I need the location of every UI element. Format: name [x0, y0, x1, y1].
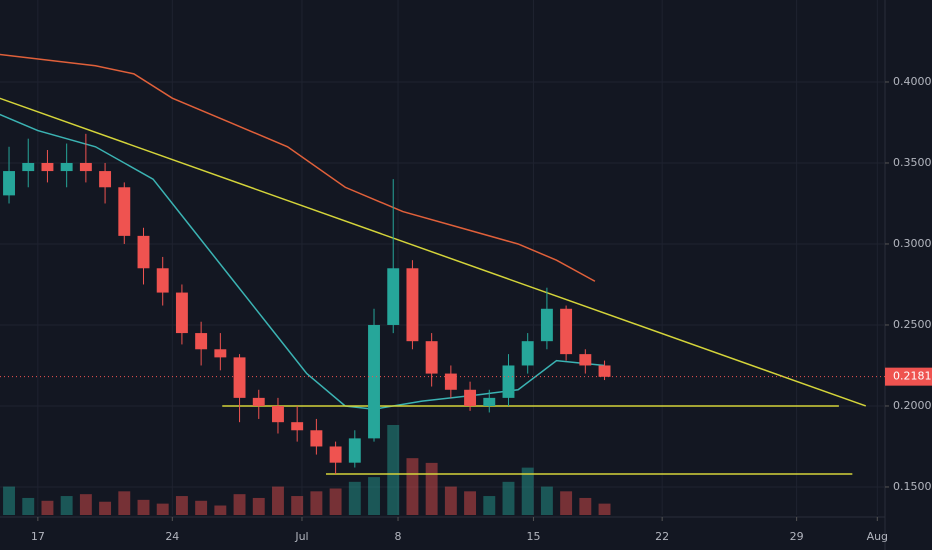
volume-bar — [291, 496, 304, 515]
y-tick-label: 0.4000 — [893, 75, 932, 88]
trendline — [0, 97, 867, 407]
y-tick-label: 0.3000 — [893, 237, 932, 250]
x-tick-label: Aug — [867, 530, 888, 543]
candle-body — [291, 422, 304, 431]
candle-body — [252, 397, 265, 406]
volume-bar — [540, 486, 553, 515]
candle-body — [483, 397, 496, 406]
x-tick-label: 17 — [31, 530, 45, 543]
x-tick-label: Jul — [294, 530, 308, 543]
candle-body — [272, 405, 284, 423]
volume-bar — [272, 486, 284, 515]
x-tick-label: 15 — [526, 530, 540, 543]
candle-body — [348, 438, 361, 463]
x-tick-label: 8 — [395, 530, 402, 543]
y-tick-label: 0.2000 — [893, 399, 932, 412]
candle-body — [329, 446, 342, 463]
candle-body — [521, 341, 534, 366]
volume-bar — [560, 491, 573, 515]
candle-body — [118, 187, 131, 236]
volume-bar — [60, 496, 73, 515]
volume-bar — [137, 499, 150, 515]
candle-body — [214, 349, 227, 358]
candle-body — [195, 333, 208, 350]
volume-bar — [99, 501, 112, 515]
candle-body — [310, 430, 323, 447]
candle-body — [598, 365, 611, 377]
x-tick-label: 24 — [165, 530, 179, 543]
last-price-badge — [885, 367, 932, 386]
candle-body — [387, 268, 400, 325]
volume-bar — [41, 500, 54, 515]
volume-bar — [175, 496, 188, 515]
volume-bar — [502, 481, 515, 515]
volume-bar — [406, 458, 419, 515]
candle-body — [540, 308, 553, 342]
candle-body — [137, 235, 150, 269]
volume-bar — [598, 503, 611, 515]
volume-bar — [22, 497, 35, 515]
candle-body — [22, 162, 35, 172]
y-tick-label: 0.1500 — [893, 480, 932, 493]
volume-bar — [425, 462, 438, 515]
x-tick-label: 29 — [790, 530, 804, 543]
volume-bar — [579, 497, 592, 515]
volume-bar — [387, 425, 400, 515]
candle-body — [156, 268, 169, 293]
candle-body — [79, 162, 92, 172]
volume-bar — [252, 497, 265, 515]
candle-body — [3, 171, 15, 196]
candle-body — [175, 292, 188, 334]
moving-average — [0, 53, 596, 282]
candle-body — [425, 341, 438, 374]
candle-body — [99, 171, 112, 188]
candle-body — [464, 389, 477, 406]
candle-body — [41, 162, 54, 172]
y-tick-label: 0.3500 — [893, 156, 932, 169]
volume-bar — [214, 505, 227, 515]
volume-bar — [464, 491, 477, 515]
candle-body — [444, 373, 457, 390]
volume-bar — [521, 467, 534, 515]
candle-body — [579, 354, 592, 366]
candle-body — [560, 308, 573, 355]
volume-bar — [368, 477, 380, 515]
volume-bar — [310, 491, 323, 515]
volume-bar — [483, 496, 496, 515]
volume-bar — [195, 500, 208, 515]
y-tick-label: 0.2500 — [893, 318, 932, 331]
x-tick-label: 22 — [655, 530, 669, 543]
candle-body — [406, 268, 419, 342]
volume-bar — [348, 481, 361, 515]
volume-bar — [156, 503, 169, 515]
candle-body — [502, 365, 515, 398]
volume-bar — [3, 486, 15, 515]
volume-bar — [233, 494, 246, 515]
candle-body — [368, 324, 380, 439]
volume-bar — [444, 486, 457, 515]
volume-bar — [79, 494, 92, 515]
candle-body — [233, 357, 246, 398]
last-price-label: 0.2181 — [893, 370, 932, 383]
volume-bar — [329, 488, 342, 515]
candle-body — [60, 162, 73, 172]
volume-bar — [118, 491, 131, 515]
